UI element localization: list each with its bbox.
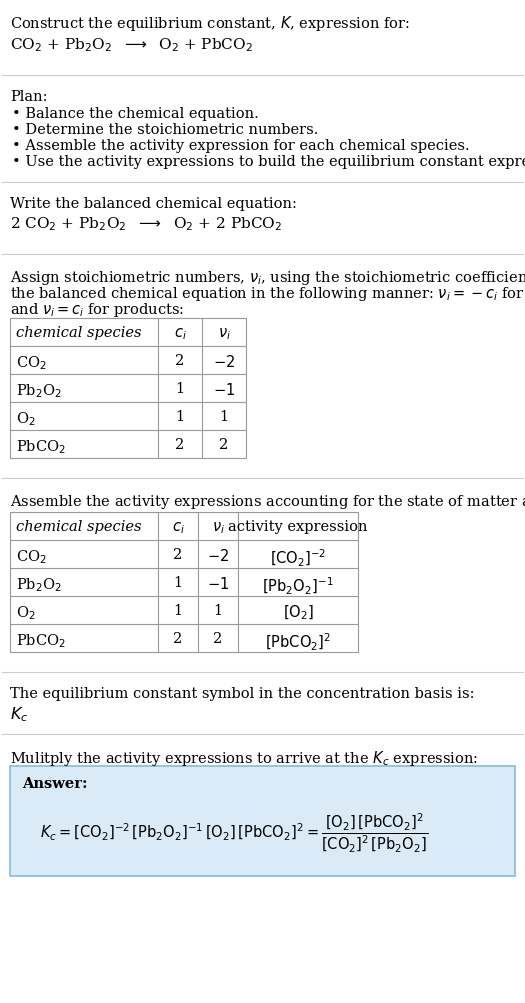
Text: chemical species: chemical species (16, 326, 142, 340)
Text: CO$_2$: CO$_2$ (16, 354, 47, 371)
Text: $[\mathrm{CO_2}]^{-2}$: $[\mathrm{CO_2}]^{-2}$ (270, 548, 326, 569)
Text: $c_i$: $c_i$ (172, 520, 184, 536)
Text: $-2$: $-2$ (207, 548, 229, 564)
Text: chemical species: chemical species (16, 520, 142, 534)
Text: Write the balanced chemical equation:: Write the balanced chemical equation: (10, 197, 297, 211)
Bar (10, 513, 358, 652)
Text: • Balance the chemical equation.: • Balance the chemical equation. (12, 107, 259, 121)
Text: $\nu_i$: $\nu_i$ (217, 326, 230, 341)
Text: 2: 2 (173, 631, 183, 645)
Text: $-1$: $-1$ (207, 576, 229, 592)
Text: $\nu_i$: $\nu_i$ (212, 520, 225, 536)
Text: CO$_2$ + Pb$_2$O$_2$  $\longrightarrow$  O$_2$ + PbCO$_2$: CO$_2$ + Pb$_2$O$_2$ $\longrightarrow$ O… (10, 36, 253, 53)
Text: 1: 1 (175, 409, 185, 423)
Text: PbCO$_2$: PbCO$_2$ (16, 437, 66, 455)
Text: Pb$_2$O$_2$: Pb$_2$O$_2$ (16, 576, 62, 593)
Text: $-2$: $-2$ (213, 354, 235, 370)
Text: Answer:: Answer: (22, 776, 88, 790)
Text: • Use the activity expressions to build the equilibrium constant expression.: • Use the activity expressions to build … (12, 154, 525, 169)
Text: and $\nu_i = c_i$ for products:: and $\nu_i = c_i$ for products: (10, 301, 184, 319)
Text: activity expression: activity expression (228, 520, 368, 534)
Text: $K_c$: $K_c$ (10, 704, 28, 723)
Text: The equilibrium constant symbol in the concentration basis is:: The equilibrium constant symbol in the c… (10, 686, 475, 700)
Text: Plan:: Plan: (10, 90, 47, 104)
Text: $c_i$: $c_i$ (174, 326, 186, 341)
Text: Pb$_2$O$_2$: Pb$_2$O$_2$ (16, 381, 62, 399)
Text: Mulitply the activity expressions to arrive at the $K_c$ expression:: Mulitply the activity expressions to arr… (10, 748, 478, 767)
Text: 1: 1 (219, 409, 228, 423)
Text: CO$_2$: CO$_2$ (16, 548, 47, 565)
Text: 2: 2 (173, 548, 183, 562)
Text: 1: 1 (173, 576, 183, 590)
Text: $[\mathrm{Pb_2O_2}]^{-1}$: $[\mathrm{Pb_2O_2}]^{-1}$ (262, 576, 334, 597)
Text: Construct the equilibrium constant, $K$, expression for:: Construct the equilibrium constant, $K$,… (10, 14, 410, 33)
Text: the balanced chemical equation in the following manner: $\nu_i = -c_i$ for react: the balanced chemical equation in the fo… (10, 285, 525, 303)
Text: 2: 2 (175, 354, 185, 368)
Text: 1: 1 (214, 604, 223, 618)
Text: O$_2$: O$_2$ (16, 604, 36, 621)
Text: 2 CO$_2$ + Pb$_2$O$_2$  $\longrightarrow$  O$_2$ + 2 PbCO$_2$: 2 CO$_2$ + Pb$_2$O$_2$ $\longrightarrow$… (10, 215, 282, 233)
Text: PbCO$_2$: PbCO$_2$ (16, 631, 66, 649)
Text: • Determine the stoichiometric numbers.: • Determine the stoichiometric numbers. (12, 123, 318, 136)
Text: 2: 2 (175, 437, 185, 451)
Bar (10, 766, 515, 877)
Text: 1: 1 (173, 604, 183, 618)
Text: $[\mathrm{O_2}]$: $[\mathrm{O_2}]$ (282, 604, 313, 622)
Text: O$_2$: O$_2$ (16, 409, 36, 427)
Text: $[\mathrm{PbCO_2}]^{2}$: $[\mathrm{PbCO_2}]^{2}$ (265, 631, 331, 652)
Text: 2: 2 (213, 631, 223, 645)
Bar (10, 319, 246, 458)
Text: Assemble the activity expressions accounting for the state of matter and $\nu_i$: Assemble the activity expressions accoun… (10, 492, 525, 511)
Text: 2: 2 (219, 437, 228, 451)
Text: 1: 1 (175, 381, 185, 395)
Text: Assign stoichiometric numbers, $\nu_i$, using the stoichiometric coefficients, $: Assign stoichiometric numbers, $\nu_i$, … (10, 269, 525, 287)
Text: $-1$: $-1$ (213, 381, 235, 397)
Text: $K_c = [\mathrm{CO_2}]^{-2}\,[\mathrm{Pb_2O_2}]^{-1}\,[\mathrm{O_2}]\,[\mathrm{P: $K_c = [\mathrm{CO_2}]^{-2}\,[\mathrm{Pb… (40, 811, 428, 855)
Text: • Assemble the activity expression for each chemical species.: • Assemble the activity expression for e… (12, 138, 470, 152)
